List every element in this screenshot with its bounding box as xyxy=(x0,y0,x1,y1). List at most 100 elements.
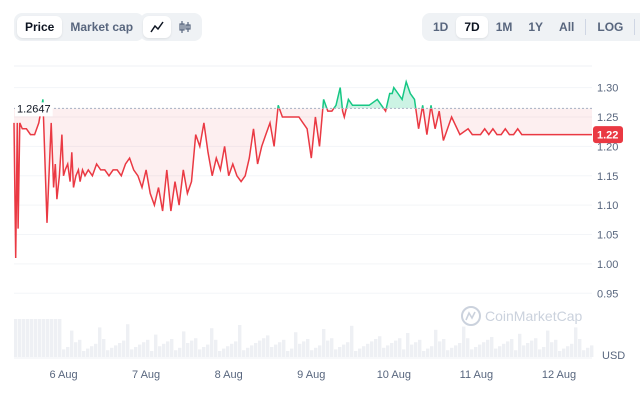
volume-bar xyxy=(210,328,214,357)
volume-bar xyxy=(290,348,294,357)
volume-bar xyxy=(182,331,186,357)
volume-bar xyxy=(162,343,166,357)
volume-bar xyxy=(146,339,150,357)
volume-bar xyxy=(238,325,242,357)
volume-bar xyxy=(154,334,158,357)
volume-bar xyxy=(398,338,402,357)
volume-bar xyxy=(342,344,346,357)
volume-bar xyxy=(190,340,194,357)
y-tick-label: 1.15 xyxy=(597,171,618,183)
volume-unit-label: USD xyxy=(602,350,625,362)
volume-bar xyxy=(150,351,154,357)
volume-bar xyxy=(518,333,522,357)
volume-bar xyxy=(298,343,302,357)
volume-bar xyxy=(494,348,498,357)
volume-bar xyxy=(174,350,178,357)
x-tick-label: 7 Aug xyxy=(132,369,160,381)
volume-bar xyxy=(522,345,526,357)
volume-bar xyxy=(570,343,574,357)
volume-bar xyxy=(90,346,94,357)
volume-bar xyxy=(426,348,430,357)
volume-bar xyxy=(578,339,582,357)
volume-bar xyxy=(118,343,122,357)
volume-bar xyxy=(558,351,562,357)
volume-bar xyxy=(590,345,594,357)
volume-bar xyxy=(322,329,326,357)
log-scale-button[interactable]: LOG xyxy=(597,20,624,34)
volume-bar xyxy=(358,348,362,357)
chart-style-toggle xyxy=(140,13,202,41)
volume-bar xyxy=(302,341,306,357)
volume-bar xyxy=(206,344,210,357)
volume-bar xyxy=(114,345,118,357)
volume-bar xyxy=(178,347,182,357)
volume-bar xyxy=(430,346,434,357)
volume-bar xyxy=(530,340,534,357)
volume-bar xyxy=(490,337,494,357)
volume-bar xyxy=(554,339,558,357)
volume-bar xyxy=(510,339,514,357)
tab-market-cap[interactable]: Market cap xyxy=(70,20,134,34)
volume-bar xyxy=(534,338,538,357)
volume-bar xyxy=(94,343,98,357)
volume-bar xyxy=(566,346,570,357)
volume-bar xyxy=(166,341,170,357)
volume-bar xyxy=(418,339,422,357)
volume-bar xyxy=(378,336,382,357)
volume-bar xyxy=(98,327,102,357)
x-tick-label: 8 Aug xyxy=(215,369,243,381)
volume-bar xyxy=(582,350,586,357)
range-1y[interactable]: 1Y xyxy=(528,20,544,34)
volume-bar xyxy=(386,345,390,357)
volume-bar xyxy=(278,342,282,357)
volume-bar xyxy=(390,343,394,357)
volume-bar xyxy=(414,342,418,357)
volume-bar xyxy=(406,333,410,357)
volume-bar xyxy=(370,341,374,357)
volume-bar xyxy=(38,319,42,357)
volume-bar xyxy=(442,339,446,357)
range-1m[interactable]: 1M xyxy=(495,20,513,34)
volume-bar xyxy=(74,342,78,357)
volume-bar xyxy=(122,340,126,357)
volume-bar xyxy=(266,335,270,357)
volume-bar xyxy=(18,319,22,357)
candlestick-button[interactable] xyxy=(171,16,199,38)
data-type-tabs: Price Market cap xyxy=(14,13,145,41)
volume-bar xyxy=(326,340,330,357)
volume-bar xyxy=(586,347,590,357)
volume-bar xyxy=(314,347,318,357)
volume-bar xyxy=(254,343,258,357)
range-1d[interactable]: 1D xyxy=(433,20,449,34)
volume-bar xyxy=(366,343,370,357)
volume-bar xyxy=(434,329,438,357)
volume-bar xyxy=(310,350,314,357)
candlestick-icon xyxy=(179,21,191,33)
volume-bar xyxy=(482,342,486,357)
volume-bar xyxy=(110,347,114,357)
volume-bar xyxy=(30,319,34,357)
volume-bar xyxy=(446,350,450,357)
volume-bar xyxy=(270,347,274,357)
tab-price[interactable]: Price xyxy=(17,16,63,38)
volume-bar xyxy=(138,344,142,357)
volume-bar xyxy=(562,348,566,357)
volume-bar xyxy=(538,349,542,357)
volume-bar xyxy=(474,347,478,357)
volume-bar xyxy=(34,319,38,357)
range-all[interactable]: All xyxy=(559,20,575,34)
range-7d[interactable]: 7D xyxy=(456,16,488,38)
volume-bar xyxy=(86,348,90,357)
volume-bar xyxy=(546,330,550,357)
volume-bar xyxy=(66,347,70,357)
x-tick-label: 10 Aug xyxy=(377,369,411,381)
y-tick-label: 1.25 xyxy=(597,112,618,124)
y-tick-label: 1.30 xyxy=(597,83,618,95)
volume-bar xyxy=(202,347,206,357)
volume-bar xyxy=(218,351,222,357)
volume-bar xyxy=(234,341,238,357)
line-chart-button[interactable] xyxy=(143,16,171,38)
volume-bar xyxy=(274,344,278,357)
volume-bar xyxy=(282,339,286,357)
